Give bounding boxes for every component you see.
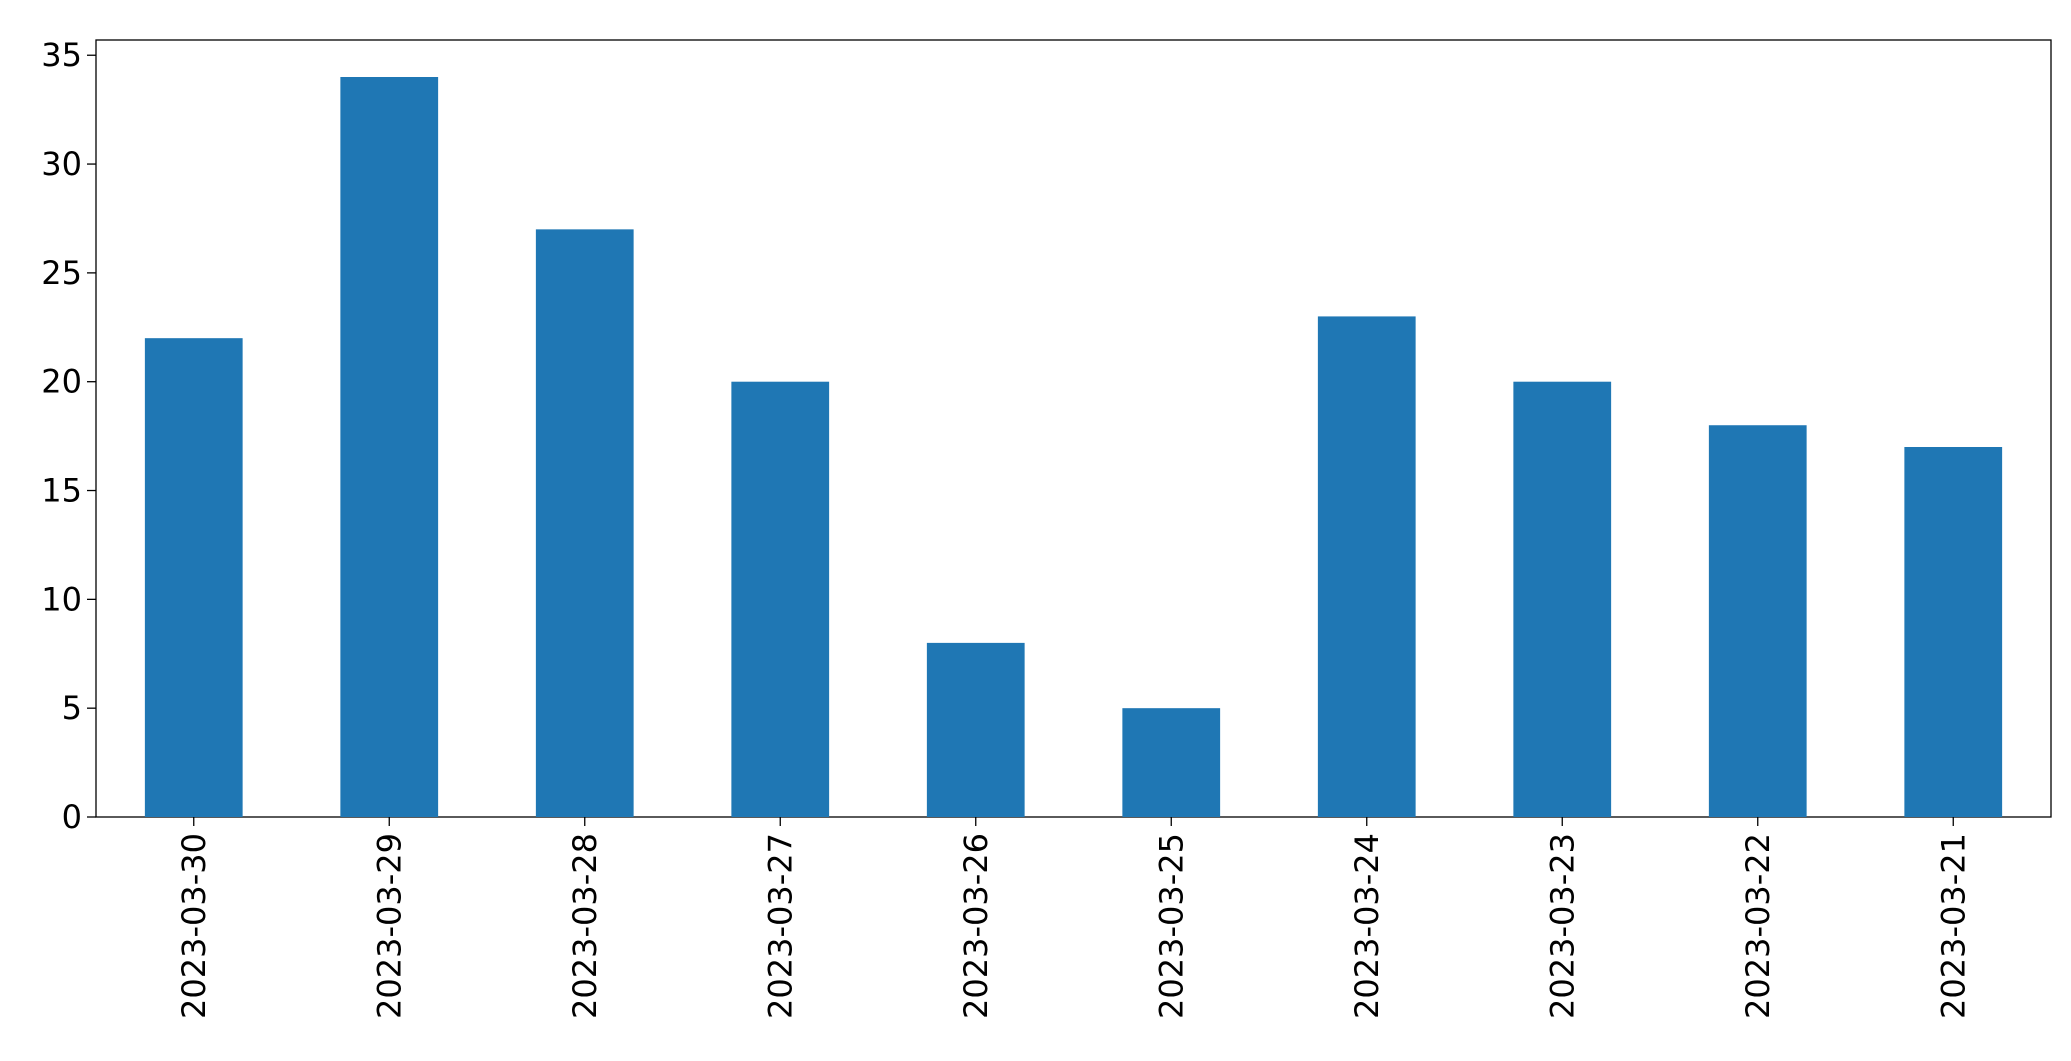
y-tick-label: 10 [41, 580, 82, 618]
bar [144, 338, 243, 817]
y-tick-label: 35 [41, 36, 82, 74]
bar [1708, 425, 1807, 817]
bar [1513, 381, 1612, 817]
y-tick-label: 30 [41, 145, 82, 183]
x-tick-label: 2023-03-21 [1934, 833, 1972, 1019]
x-tick-label: 2023-03-23 [1543, 833, 1581, 1019]
x-tick-label: 2023-03-25 [1152, 833, 1190, 1019]
x-tick-label: 2023-03-30 [175, 833, 213, 1019]
bar [1904, 447, 2003, 817]
y-tick-label: 15 [41, 472, 82, 510]
x-tick-label: 2023-03-27 [761, 833, 799, 1019]
bar [731, 381, 830, 817]
bar [535, 229, 634, 818]
x-tick-label: 2023-03-24 [1348, 833, 1386, 1019]
x-tick-label: 2023-03-29 [370, 833, 408, 1019]
x-tick-label: 2023-03-28 [566, 833, 604, 1019]
bar [1317, 316, 1416, 817]
y-tick-label: 20 [41, 363, 82, 401]
y-tick-label: 0 [62, 798, 82, 836]
y-tick-label: 5 [62, 689, 82, 727]
plot-frame [95, 39, 2052, 818]
bar [1122, 708, 1221, 817]
bar [926, 642, 1025, 817]
x-tick-label: 2023-03-26 [957, 833, 995, 1019]
x-tick-label: 2023-03-22 [1739, 833, 1777, 1019]
bar [340, 77, 439, 817]
y-tick-label: 25 [41, 254, 82, 292]
